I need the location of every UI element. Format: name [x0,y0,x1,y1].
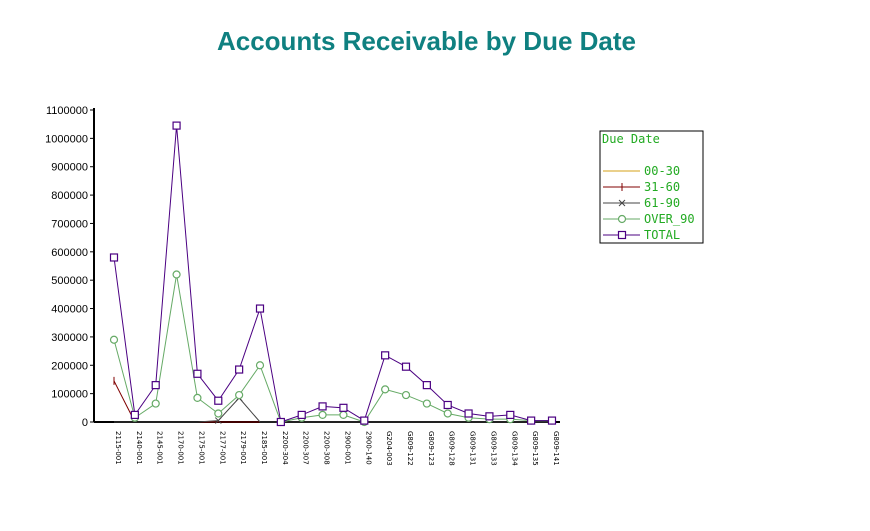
x-tick-label: 2185-001 [260,431,268,465]
x-axis-ticks: 2115-001 2140-001 2145-001 2170-001 2175-001… [114,431,560,466]
y-tick-label: 500000 [51,275,88,287]
data-point-square [214,396,223,405]
data-point-circle [235,390,244,400]
x-tick-label: G809-122 [406,431,414,466]
x-tick-label: 2170-001 [177,431,185,465]
legend-label: 61-90 [644,196,680,210]
data-point-square [339,403,348,412]
chart-series [109,121,557,427]
data-point-square [617,230,627,240]
y-tick-label: 1100000 [46,105,88,117]
data-point-square [109,253,119,262]
data-point-square [255,304,265,313]
data-point-square [422,381,431,390]
data-point-square [297,410,306,420]
data-point-circle [255,361,265,370]
x-tick-label: G809-128 [448,431,456,466]
y-tick-label: 700000 [51,218,88,230]
data-point-square [130,410,139,420]
data-point-circle [214,409,223,418]
data-point-square [151,381,160,390]
series-line [113,125,552,423]
data-point-circle [381,385,390,394]
y-tick-label: 600000 [51,247,88,259]
data-point-square [381,351,390,360]
series-total [109,121,557,427]
legend-label: 00-30 [644,164,680,178]
x-tick-label: 2200-308 [323,431,331,465]
x-tick-label: G809-141 [552,431,560,466]
x-tick-label: G809-135 [531,431,539,466]
data-point-circle [339,410,348,420]
x-tick-label: G809-134 [510,431,518,466]
x-tick-label: 2177-001 [218,431,226,465]
series-line [113,274,552,423]
x-tick-label: 2200-307 [302,431,310,465]
chart-axes [93,108,560,423]
series-over-90 [109,270,557,427]
y-tick-label: 300000 [51,332,88,344]
data-point-square [506,410,515,420]
data-point-square [443,400,452,410]
data-point-circle [401,390,411,400]
data-point-x [214,417,222,424]
data-point-square [172,121,181,130]
y-tick-label: 400000 [51,304,88,316]
x-tick-label: 2200-304 [281,431,289,465]
data-point-circle [193,393,202,402]
legend-label: TOTAL [644,228,680,242]
legend-label: OVER_90 [644,212,695,226]
y-tick-label: 200000 [51,360,88,372]
y-tick-label: 900000 [51,162,88,174]
legend-title: Due Date [602,132,660,146]
data-point-square [193,369,202,378]
x-tick-label: G204-003 [385,431,393,466]
x-tick-label: 2900-140 [364,431,372,465]
y-tick-label: 1000000 [45,133,88,145]
data-point-circle [617,214,627,224]
data-point-square [318,402,327,411]
x-tick-label: 2175-001 [197,431,205,465]
series-line [114,397,552,423]
data-point-square [360,416,369,425]
data-point-square [401,362,411,371]
data-point-square [547,416,557,425]
y-tick-label: 100000 [51,389,88,401]
y-tick-label: 800000 [51,190,88,202]
y-axis-ticks: 0 100000 200000 300000 400000 500000 600000 700… [45,105,94,429]
y-tick-label: 0 [82,417,88,429]
data-point-square [527,416,536,425]
data-point-square [276,417,285,427]
data-point-circle [318,410,327,420]
legend-label: 31-60 [644,180,680,194]
x-tick-label: 2900-001 [343,431,351,465]
x-tick-label: 2140-001 [135,431,143,465]
data-point-square [235,365,244,374]
x-tick-label: G809-131 [469,431,477,466]
x-tick-label: G809-133 [489,431,497,466]
data-point-circle [422,399,431,408]
x-tick-label: 2179-001 [239,431,247,465]
data-point-square [464,409,473,418]
data-point-circle [443,409,452,418]
x-tick-label: 2115-001 [114,431,122,465]
data-point-circle [109,335,119,344]
data-point-x [618,199,626,207]
data-point-circle [151,399,160,408]
data-point-circle [172,270,181,279]
chart-legend: Due Date 00-30 31-60 61-90 OVER_90 TOTAL [599,130,704,244]
chart-title: Accounts Receivable by Due Date [216,26,637,56]
x-tick-label: G809-123 [427,431,435,466]
data-point-square [485,412,494,421]
x-tick-label: 2145-001 [156,431,164,465]
